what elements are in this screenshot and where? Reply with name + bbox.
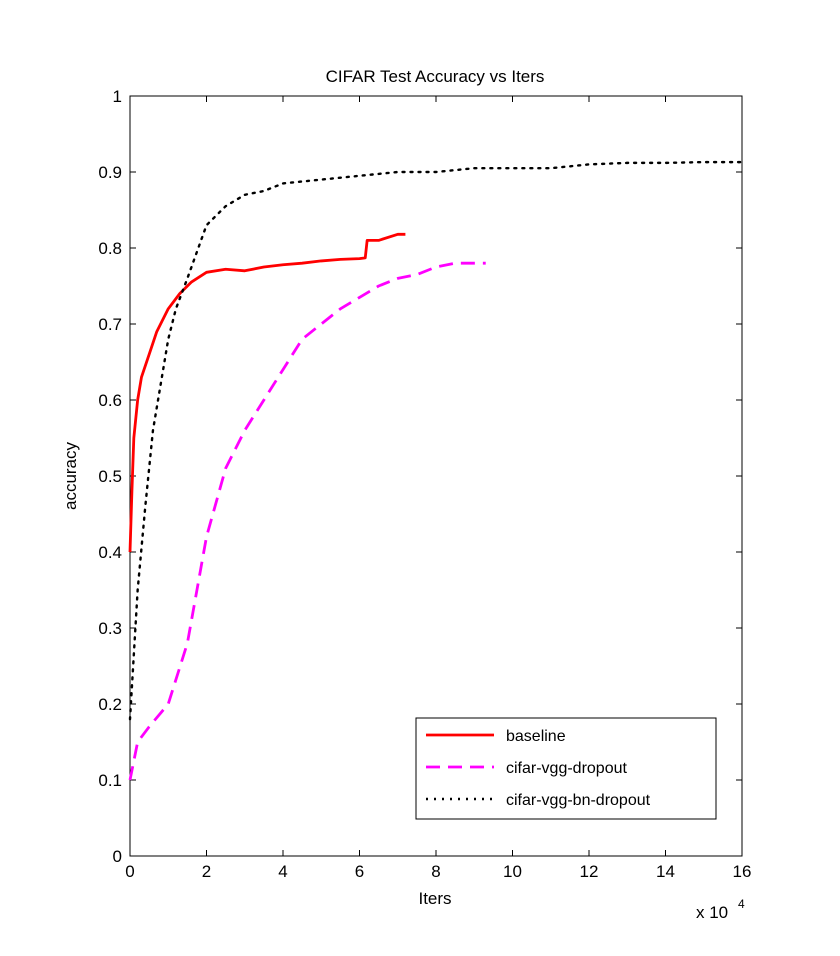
y-tick-label: 0.8 xyxy=(98,239,122,258)
x-tick-label: 14 xyxy=(656,862,675,881)
y-tick-label: 0.7 xyxy=(98,315,122,334)
x-tick-label: 4 xyxy=(278,862,287,881)
x-tick-label: 12 xyxy=(580,862,599,881)
x-tick-label: 10 xyxy=(503,862,522,881)
y-tick-label: 0.9 xyxy=(98,163,122,182)
y-tick-label: 0.6 xyxy=(98,391,122,410)
y-tick-label: 0.4 xyxy=(98,543,122,562)
x-tick-label: 0 xyxy=(125,862,134,881)
tick-labels: 0 2 4 6 8 10 12 14 16 0 0.1 0.2 0.3 0.4 0.5 0.6 0.7 0.8 0.… xyxy=(98,87,751,881)
y-tick-label: 1 xyxy=(113,87,122,106)
legend: baseline cifar-vgg-dropout cifar-vgg-bn-dr… xyxy=(415,717,717,820)
y-tick-label: 0.1 xyxy=(98,771,122,790)
y-tick-label: 0.5 xyxy=(98,467,122,486)
legend-label-cifar-vgg-dropout: cifar-vgg-dropout xyxy=(506,760,628,777)
series-line-cifar-vgg-bn-dropout xyxy=(128,160,744,721)
x-tick-label: 2 xyxy=(202,862,211,881)
x-axis-multiplier-base: x 10 xyxy=(696,903,728,922)
y-axis-label: accuracy xyxy=(61,441,80,510)
y-tick-label: 0.2 xyxy=(98,695,122,714)
y-tick-label: 0 xyxy=(113,847,122,866)
x-tick-label: 16 xyxy=(733,862,752,881)
y-tick-label: 0.3 xyxy=(98,619,122,638)
x-tick-label: 6 xyxy=(355,862,364,881)
series-line-cifar-vgg-dropout xyxy=(128,261,486,781)
x-tick-label: 8 xyxy=(431,862,440,881)
x-axis-multiplier-exponent: 4 xyxy=(738,897,745,911)
series-line-baseline xyxy=(128,232,406,553)
chart-title: CIFAR Test Accuracy vs Iters xyxy=(326,67,545,86)
series-lines xyxy=(128,160,744,781)
x-axis-label: Iters xyxy=(418,889,451,908)
legend-label-cifar-vgg-bn-dropout: cifar-vgg-bn-dropout xyxy=(506,792,651,809)
legend-label-baseline: baseline xyxy=(506,728,566,745)
x-axis-multiplier: x 10 4 xyxy=(696,897,745,922)
